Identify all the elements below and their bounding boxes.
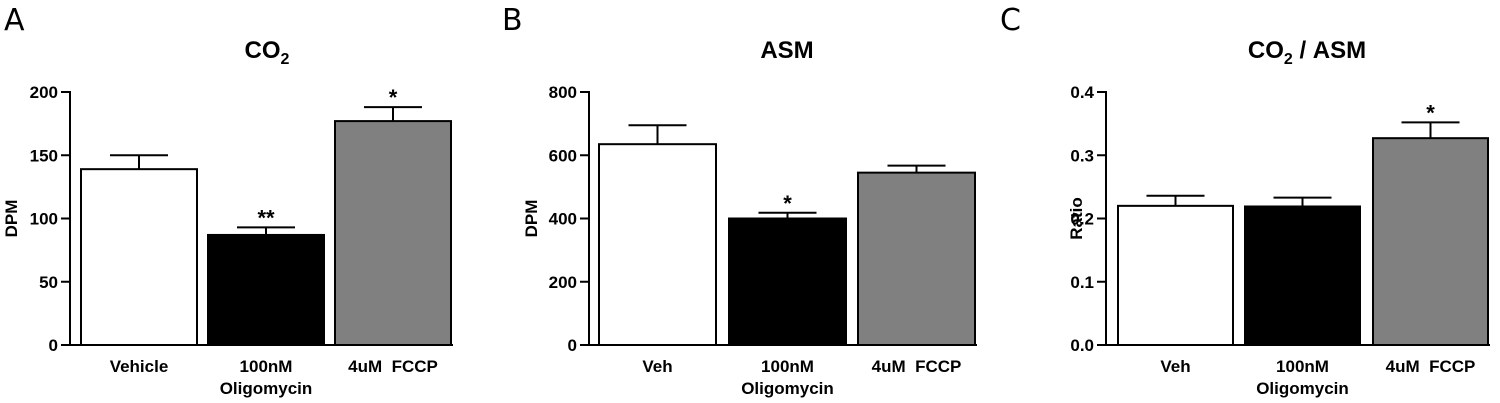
chart-title: ASM xyxy=(760,37,813,64)
chart-title: CO2 xyxy=(245,37,290,68)
y-axis-label: DPM xyxy=(2,200,21,238)
title-subscript: 2 xyxy=(1284,51,1293,68)
x-tick-label: 4uM FCCP xyxy=(348,357,438,376)
significance-marker: * xyxy=(1426,100,1435,125)
bar xyxy=(728,217,847,346)
title-main: CO xyxy=(1248,37,1284,64)
title-main: CO xyxy=(245,37,281,64)
y-tick-label: 400 xyxy=(549,210,577,229)
y-tick-label: 0.0 xyxy=(1070,336,1094,355)
x-tick-label: 100nM xyxy=(240,357,293,376)
bar xyxy=(334,120,452,346)
y-tick-label: 100 xyxy=(30,210,58,229)
x-tick-label-line2: Oligomycin xyxy=(220,379,313,398)
x-tick-label: Veh xyxy=(1160,357,1190,376)
panel-letter: B xyxy=(502,3,523,38)
bar xyxy=(1244,205,1361,346)
significance-marker: ** xyxy=(257,205,275,230)
y-tick-label: 200 xyxy=(30,83,58,102)
x-tick-label: Vehicle xyxy=(110,357,169,376)
y-tick-label: 800 xyxy=(549,83,577,102)
y-tick-label: 0.1 xyxy=(1070,273,1094,292)
title-main: ASM xyxy=(760,37,813,64)
chart-title: CO2 / ASM xyxy=(1248,37,1366,68)
y-tick-label: 600 xyxy=(549,146,577,165)
bar xyxy=(1117,204,1234,346)
bar xyxy=(1372,137,1489,346)
y-tick-label: 200 xyxy=(549,273,577,292)
y-tick-label: 0 xyxy=(568,336,577,355)
y-axis-label: DPM xyxy=(522,200,541,238)
y-tick-label: 150 xyxy=(30,146,58,165)
y-tick-label: 0.4 xyxy=(1070,83,1094,102)
panel-letter: A xyxy=(4,3,25,38)
y-axis-label: Ratio xyxy=(1067,197,1086,240)
x-tick-label: 100nM xyxy=(761,357,814,376)
significance-marker: * xyxy=(783,191,792,216)
title-subscript: 2 xyxy=(281,51,290,68)
x-tick-label-line2: Oligomycin xyxy=(741,379,834,398)
x-tick-label: 4uM FCCP xyxy=(1386,357,1476,376)
y-tick-label: 0.2 xyxy=(1070,210,1094,229)
bar xyxy=(598,143,717,346)
title-suffix: / ASM xyxy=(1293,37,1366,64)
x-tick-label: 100nM xyxy=(1276,357,1329,376)
chart-panel-b: B ASM DPM Veh * 100nM Oligomycin 4uM FCCP 0 200 40… xyxy=(502,3,977,398)
x-tick-label: 4uM FCCP xyxy=(872,357,962,376)
chart-panel-a: A CO2 DPM Vehicle ** 100nM Oligomycin * 4uM FCCP… xyxy=(2,3,453,398)
y-tick-label: 0.3 xyxy=(1070,146,1094,165)
y-tick-label: 0 xyxy=(49,336,58,355)
x-tick-label-line2: Oligomycin xyxy=(1256,379,1349,398)
chart-panel-c: C CO2 / ASM Ratio Veh 100nM Oligomycin * 4uM FC… xyxy=(1000,3,1490,398)
bar xyxy=(857,171,976,346)
x-tick-label: Veh xyxy=(642,357,672,376)
panel-letter: C xyxy=(1000,3,1021,38)
bar xyxy=(80,168,198,346)
significance-marker: * xyxy=(389,85,398,110)
bar xyxy=(207,233,325,347)
y-tick-label: 50 xyxy=(39,273,58,292)
